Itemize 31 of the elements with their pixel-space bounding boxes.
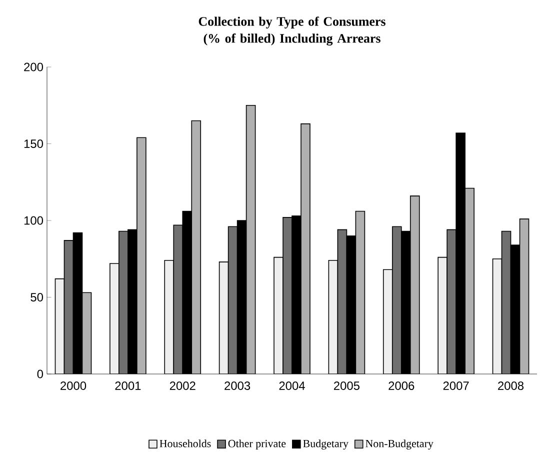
- bar: [82, 292, 92, 374]
- x-tick-label: 2006: [388, 382, 414, 390]
- bar: [218, 262, 229, 374]
- x-tick-label: 2001: [115, 382, 141, 390]
- x-tick-label: 2008: [498, 382, 524, 390]
- bar: [64, 240, 74, 374]
- legend-label: Non-Budgetary: [366, 440, 434, 450]
- bar: [519, 218, 530, 374]
- bar: [54, 278, 65, 374]
- y-tick-label: 50: [30, 293, 44, 302]
- y-tick-label: 100: [24, 216, 44, 225]
- chart-title: Collection by Type of Consumers (% of billed) Including Arrears: [198, 16, 386, 46]
- legend-label: Households: [160, 440, 211, 448]
- x-tick-label: 2002: [170, 382, 196, 390]
- bar: [228, 226, 238, 374]
- y-tick-label: 150: [24, 140, 44, 148]
- legend-label: Other private: [228, 440, 286, 450]
- x-tick-label: 2004: [279, 382, 305, 390]
- y-tick-label: 0: [37, 370, 44, 378]
- bar: [355, 210, 366, 374]
- bar: [337, 229, 348, 374]
- bar: [328, 260, 338, 374]
- bar: [246, 104, 256, 374]
- x-tick-label: 2007: [443, 382, 469, 390]
- y-tick-label: 200: [24, 62, 44, 72]
- bar: [492, 258, 502, 374]
- legend-label: Budgetary: [303, 440, 348, 450]
- x-tick-label: 2000: [60, 382, 86, 390]
- bar: [501, 230, 512, 374]
- x-tick-label: 2005: [334, 382, 360, 390]
- x-tick-label: 2003: [224, 382, 250, 390]
